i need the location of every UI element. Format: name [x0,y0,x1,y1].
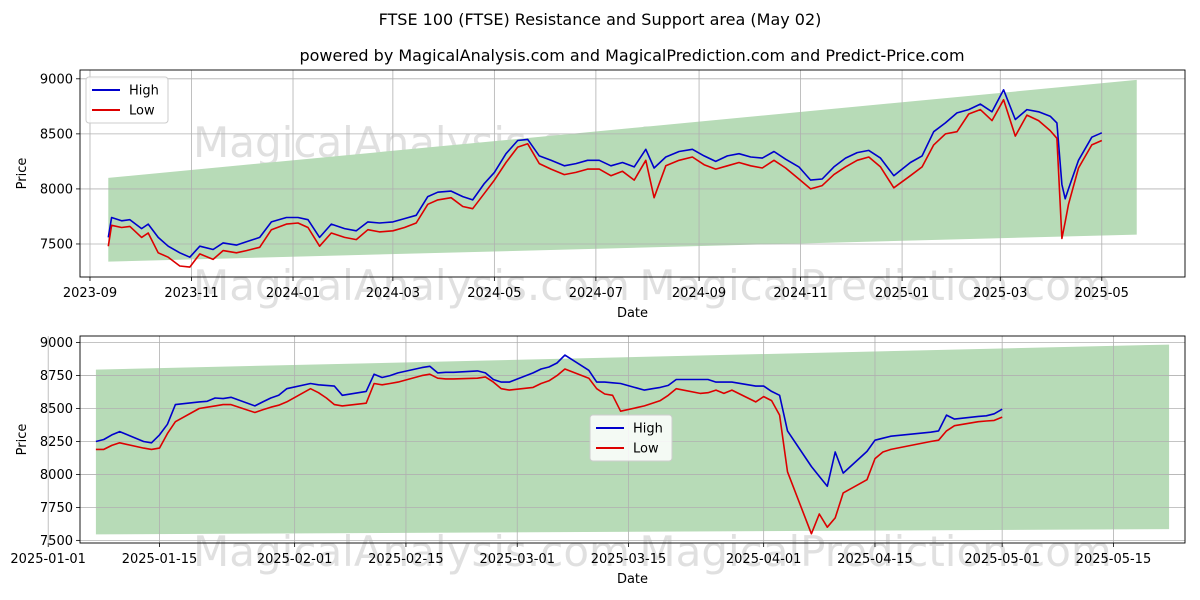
x-tick-label: 2024-07 [569,286,623,301]
y-tick-label: 7500 [40,237,73,252]
x-tick-label: 2025-02-15 [368,552,444,567]
plot-frame [79,335,1186,544]
x-tick-label: 2024-09 [672,286,726,301]
x-tick-label: 2024-01 [266,286,320,301]
watermark-text: MagicalAnalysis.com [193,527,630,576]
chart-subtitle: powered by MagicalAnalysis.com and Magic… [299,46,964,65]
y-tick-label: 8500 [40,402,73,417]
x-tick-label: 2024-11 [773,286,827,301]
y-axis-label: Price [15,158,30,190]
bottom-chart-panel: MagicalAnalysis.com MagicalPrediction.com… [10,335,1186,587]
legend-label-low: Low [129,104,155,119]
x-tick-label: 2025-03-15 [591,552,667,567]
y-tick-label: 8250 [40,435,73,450]
y-axis-label: Price [15,424,30,456]
series-line-low [95,368,1003,535]
watermark-text: MagicalPrediction.com [639,261,1112,310]
y-tick-label: 8000 [40,182,73,197]
x-axis-label: Date [617,306,648,321]
top-chart-panel: MagicalAnalysis.comMagicalPrediction.com… [15,69,1186,321]
y-tick-label: 8750 [40,369,73,384]
y-tick-label: 7500 [40,534,73,549]
series-line-high [107,89,1103,259]
legend-label-low: Low [633,442,659,457]
y-tick-label: 7750 [40,501,73,516]
x-tick-label: 2025-01-15 [122,552,198,567]
x-axis-label: Date [617,572,648,587]
plot-frame [79,69,1186,278]
x-tick-label: 2025-01 [875,286,929,301]
x-tick-label: 2025-05 [1075,286,1129,301]
watermark-text: MagicalPrediction.com [639,527,1112,576]
x-tick-label: 2025-05-15 [1076,552,1152,567]
legend: High Low [589,414,673,462]
x-tick-label: 2025-03 [973,286,1027,301]
x-tick-label: 2023-09 [63,286,117,301]
y-tick-label: 8000 [40,468,73,483]
x-tick-label: 2025-04-15 [837,552,913,567]
x-tick-label: 2025-03-01 [479,552,555,567]
x-tick-label: 2025-02-01 [257,552,333,567]
series-line-low [107,98,1103,268]
x-tick-label: 2025-04-01 [726,552,802,567]
x-tick-label: 2024-03 [366,286,420,301]
y-tick-label: 8500 [40,127,73,142]
y-tick-label: 9000 [40,72,73,87]
x-tick-label: 2024-05 [467,286,521,301]
y-tick-label: 9000 [40,336,73,351]
x-tick-label: 2025-05-01 [964,552,1040,567]
legend-box [589,414,673,462]
legend-box [85,76,169,124]
chart-title: FTSE 100 (FTSE) Resistance and Support a… [379,10,822,29]
legend-label-high: High [633,422,663,437]
x-tick-label: 2025-01-01 [10,552,86,567]
legend: High Low [85,76,169,124]
legend-label-high: High [129,84,159,99]
watermark-text: MagicalAnalysis.com [193,261,630,310]
series-line-high [95,354,1003,488]
x-tick-label: 2023-11 [164,286,218,301]
